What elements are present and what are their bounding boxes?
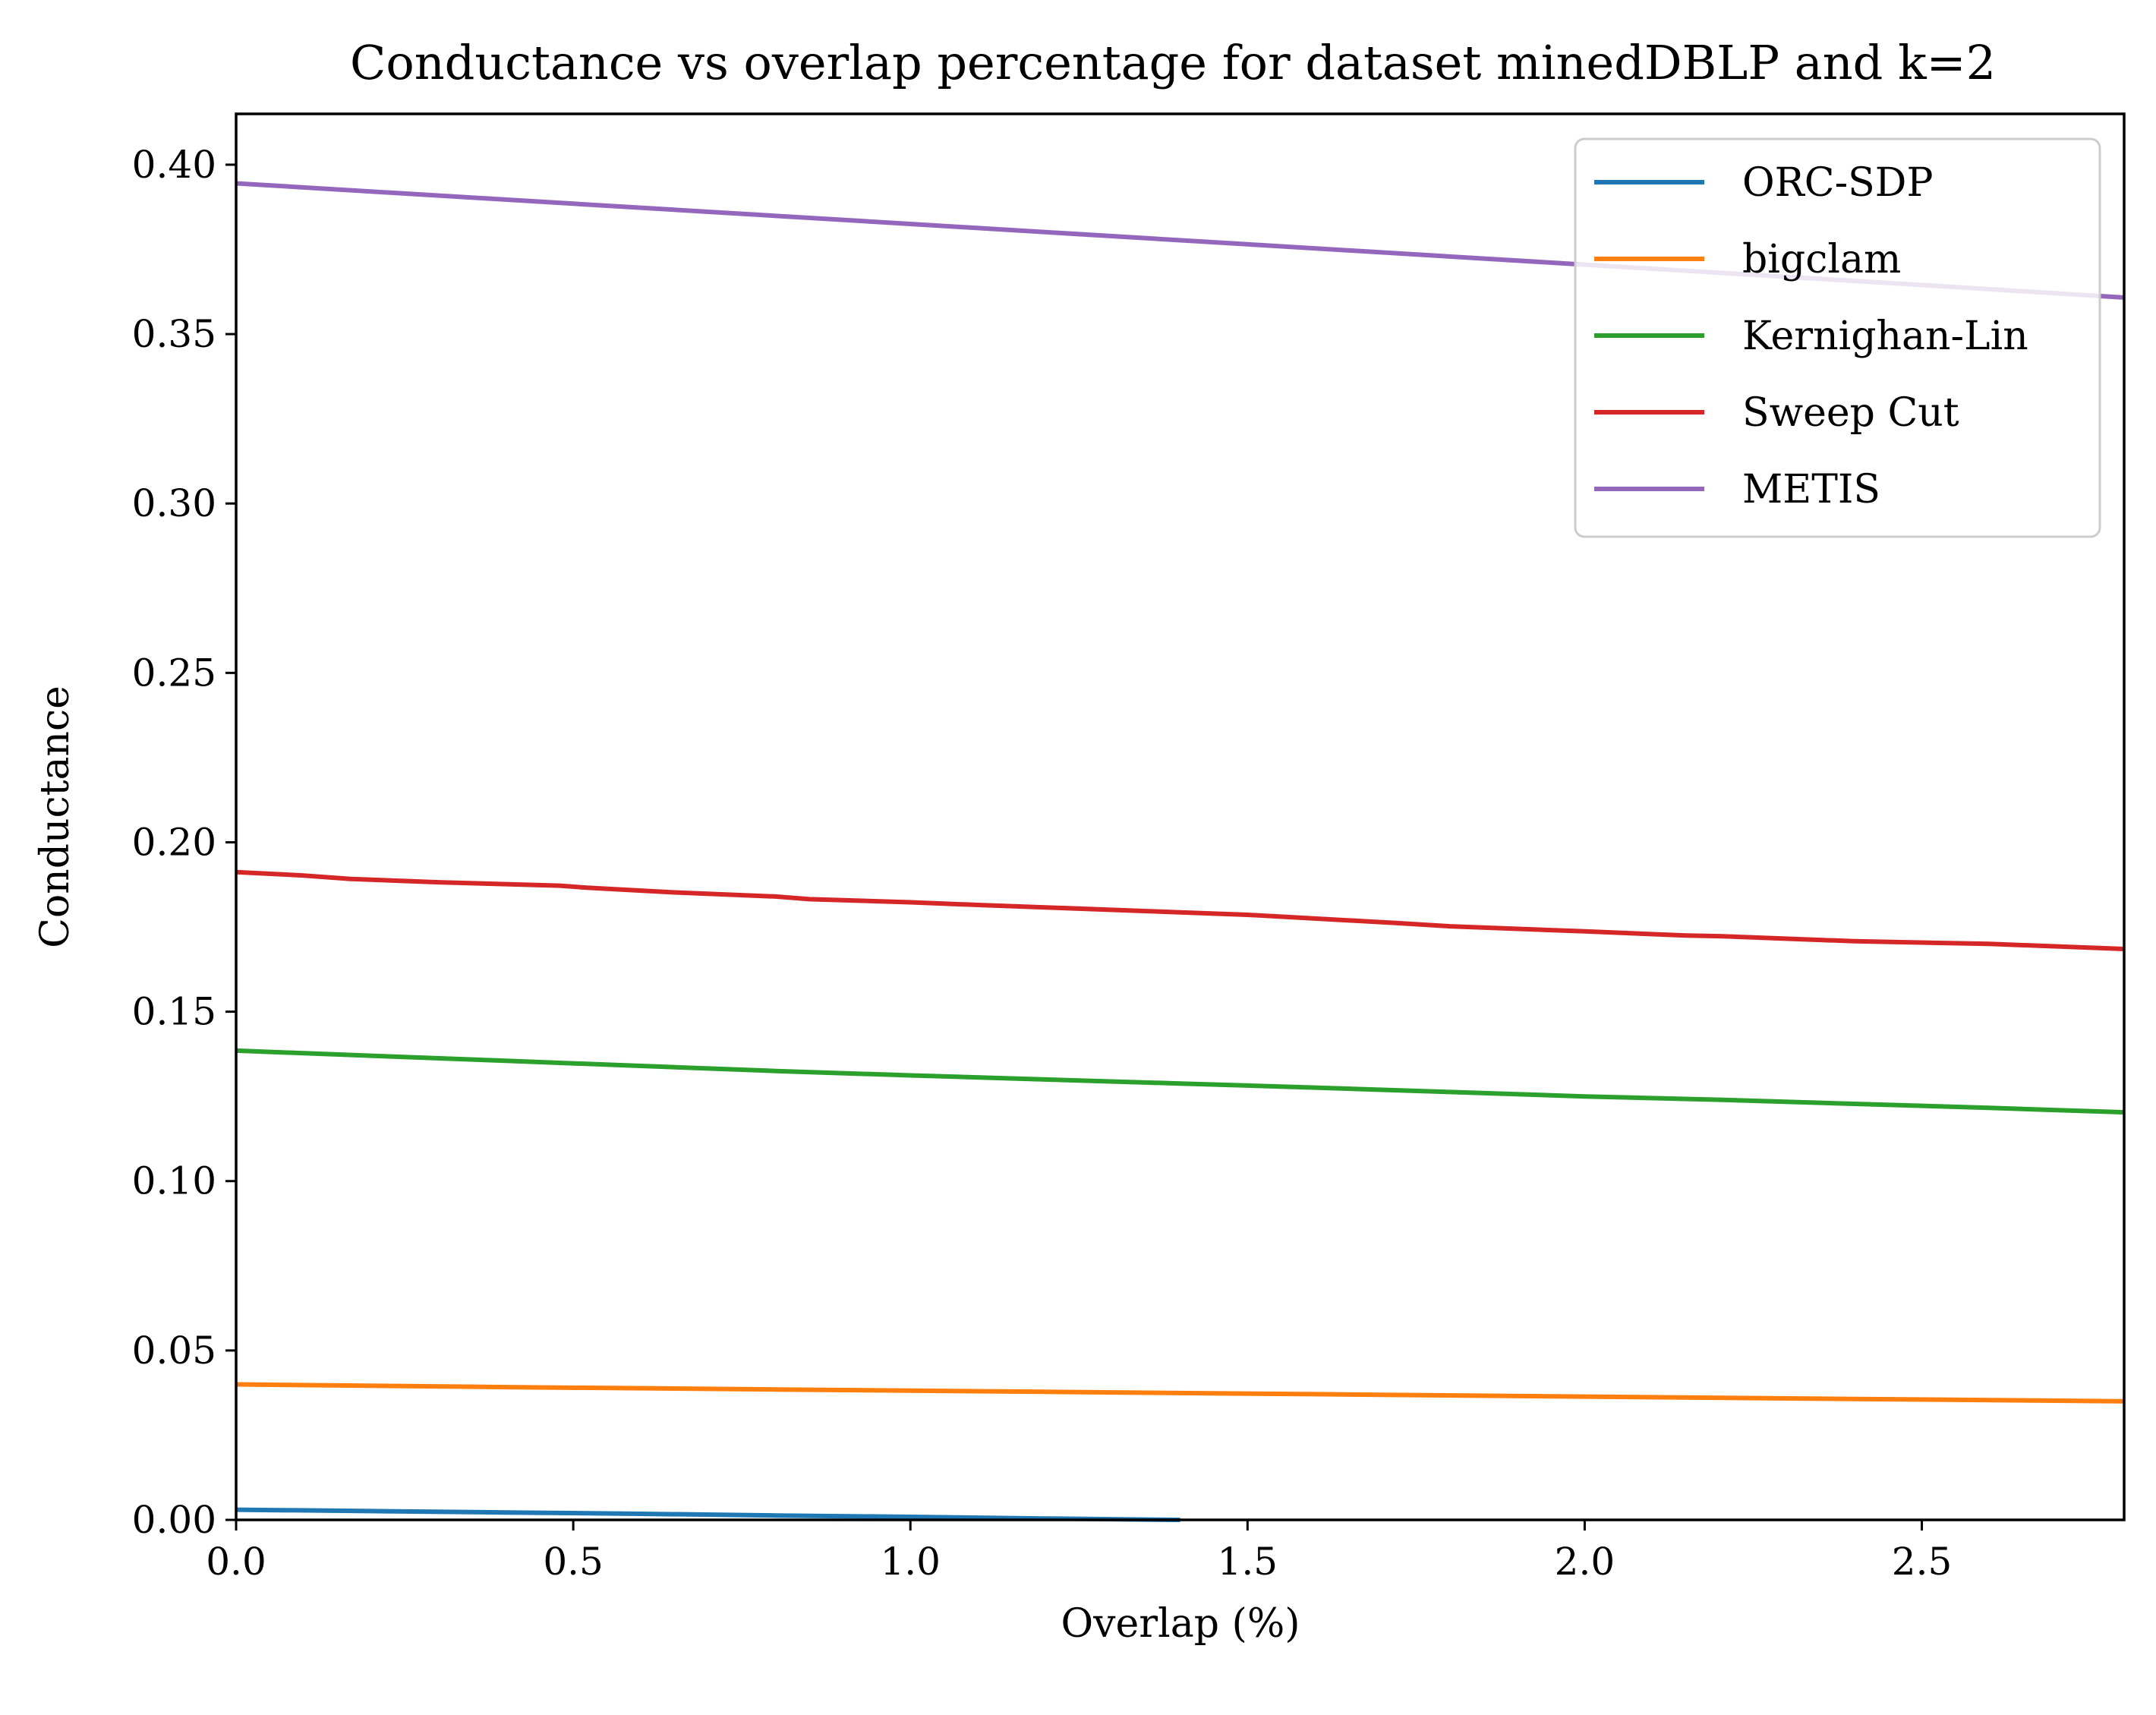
- y-axis-label: Conductance: [33, 686, 78, 948]
- y-axis-ticks: 0.00 0.05 0.10 0.15 0.20 0.25 0.30 0.35 0.40: [132, 143, 236, 1542]
- y-tick-label: 0.15: [132, 990, 216, 1034]
- y-tick-label: 0.10: [132, 1159, 216, 1203]
- legend-label: METIS: [1742, 467, 1880, 512]
- y-tick-label: 0.30: [132, 481, 216, 525]
- legend-entries: ORC-SDP bigclam Kernighan-Lin Sweep Cut METI…: [1594, 160, 2028, 512]
- legend-label: Kernighan-Lin: [1742, 314, 2028, 359]
- legend-box: [1574, 137, 2101, 538]
- series-line-sweep-cut: [235, 869, 2125, 951]
- y-tick-label: 0.35: [132, 312, 216, 356]
- legend-label: ORC-SDP: [1742, 160, 1933, 206]
- x-tick-label: 1.5: [1218, 1540, 1278, 1584]
- y-tick-label: 0.40: [132, 143, 216, 187]
- x-axis-label: Overlap (%): [1061, 1601, 1300, 1647]
- y-tick-label: 0.05: [132, 1329, 216, 1373]
- x-tick-label: 1.0: [880, 1540, 941, 1584]
- legend-label: bigclam: [1742, 237, 1901, 282]
- x-tick-label: 0.0: [206, 1540, 266, 1584]
- chart-title: Conductance vs overlap percentage for da…: [350, 35, 1996, 90]
- x-tick-label: 2.0: [1555, 1540, 1615, 1584]
- y-tick-label: 0.25: [132, 651, 216, 695]
- series-line-kernighan-lin: [235, 1048, 2125, 1115]
- y-tick-label: 0.00: [132, 1498, 216, 1542]
- legend: ORC-SDP bigclam Kernighan-Lin Sweep Cut METI…: [1574, 137, 2101, 538]
- plot-frame: [235, 112, 2126, 1521]
- series-line-orc-sdp: [235, 1507, 1180, 1522]
- legend-label: Sweep Cut: [1742, 390, 1959, 436]
- series-line-bigclam: [235, 1382, 2125, 1404]
- x-tick-label: 2.5: [1892, 1540, 1953, 1584]
- x-axis-ticks: 0.0 0.5 1.0 1.5 2.0 2.5: [206, 1520, 1952, 1584]
- x-tick-label: 0.5: [543, 1540, 604, 1584]
- y-tick-label: 0.20: [132, 820, 216, 864]
